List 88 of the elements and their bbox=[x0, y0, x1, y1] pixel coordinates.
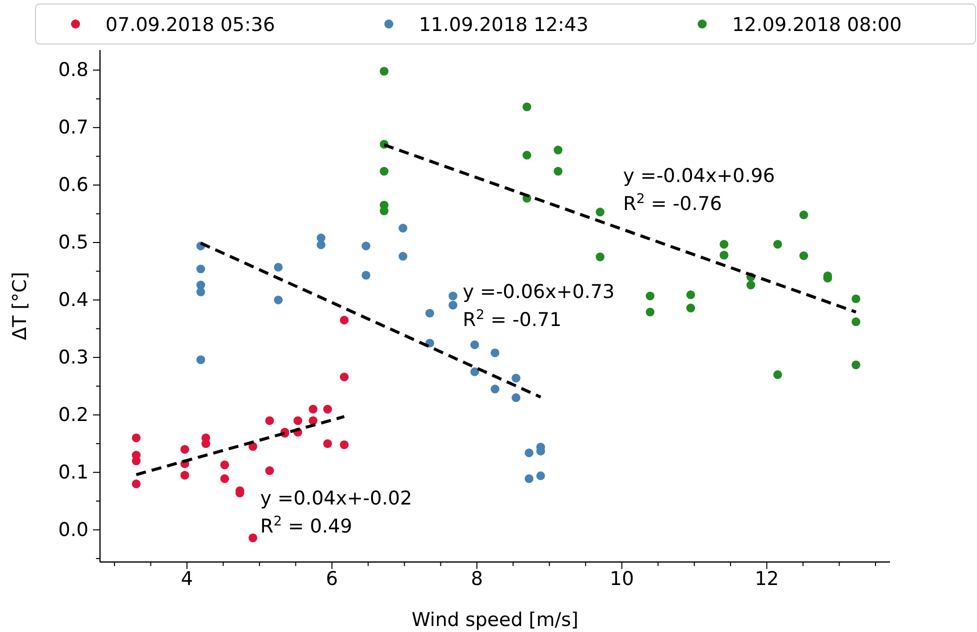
annotation: y =-0.06x+0.73 bbox=[462, 281, 615, 304]
point bbox=[248, 534, 258, 542]
point bbox=[773, 370, 782, 380]
point bbox=[522, 102, 532, 112]
x-tick-label: 4 bbox=[180, 568, 194, 590]
point bbox=[196, 355, 206, 364]
point bbox=[180, 445, 190, 454]
annotation: R$^{2}$ = -0.71 bbox=[462, 308, 562, 332]
point bbox=[448, 292, 458, 300]
point bbox=[362, 270, 370, 280]
point bbox=[308, 404, 318, 414]
point bbox=[852, 360, 860, 370]
point bbox=[554, 146, 562, 154]
point bbox=[380, 66, 388, 76]
point bbox=[646, 292, 654, 300]
annotation: y =0.04x+-0.02 bbox=[260, 488, 412, 510]
point bbox=[490, 384, 500, 394]
point bbox=[323, 439, 332, 448]
point bbox=[398, 224, 408, 232]
point bbox=[522, 150, 532, 160]
point bbox=[308, 416, 318, 425]
point bbox=[470, 340, 480, 350]
y-tick-label: 0.1 bbox=[58, 461, 88, 484]
point bbox=[470, 367, 480, 376]
annotation: R$^{2}$ = 0.49 bbox=[260, 514, 352, 538]
legend-label: 07.09.2018 05:36 bbox=[106, 14, 276, 36]
point bbox=[596, 208, 604, 216]
point bbox=[132, 456, 141, 466]
point bbox=[132, 434, 141, 442]
point bbox=[512, 393, 520, 402]
x-tick-label: 10 bbox=[610, 568, 634, 590]
point bbox=[852, 317, 860, 326]
point bbox=[524, 448, 534, 458]
point bbox=[220, 460, 230, 470]
point bbox=[686, 304, 696, 312]
point bbox=[720, 250, 728, 260]
x-tick-label: 8 bbox=[470, 568, 483, 590]
point bbox=[220, 474, 230, 484]
x-tick-label: 6 bbox=[326, 568, 338, 590]
legend-label: 12.09.2018 08:00 bbox=[732, 14, 902, 36]
point bbox=[196, 264, 206, 274]
point bbox=[380, 166, 388, 176]
y-tick-label: 0.7 bbox=[58, 116, 88, 139]
point bbox=[265, 466, 274, 475]
point bbox=[274, 262, 283, 272]
y-tick-label: 0.4 bbox=[58, 289, 88, 312]
point bbox=[512, 374, 520, 382]
point bbox=[536, 471, 546, 480]
point bbox=[799, 251, 808, 260]
point bbox=[316, 240, 326, 250]
point bbox=[448, 300, 458, 310]
point bbox=[380, 206, 388, 216]
point bbox=[132, 479, 141, 488]
point bbox=[646, 308, 654, 316]
point bbox=[852, 294, 860, 304]
point bbox=[425, 308, 434, 318]
point bbox=[490, 348, 500, 358]
point bbox=[746, 280, 756, 290]
y-tick-label: 0.3 bbox=[58, 346, 88, 369]
y-tick-label: 0.8 bbox=[58, 59, 88, 82]
point bbox=[196, 288, 206, 296]
y-tick-label: 0.0 bbox=[58, 518, 88, 541]
point bbox=[323, 404, 332, 414]
point bbox=[340, 316, 349, 324]
point bbox=[773, 240, 782, 249]
point bbox=[274, 296, 283, 304]
point bbox=[293, 416, 302, 425]
point bbox=[340, 372, 349, 382]
point bbox=[686, 290, 696, 300]
annotation: y =-0.04x+0.96 bbox=[623, 164, 775, 187]
y-tick-label: 0.6 bbox=[58, 174, 88, 196]
point bbox=[340, 440, 349, 450]
point bbox=[362, 242, 370, 250]
y-axis-title: ΔT [°C] bbox=[9, 272, 31, 340]
annotation: R$^{2}$ = -0.76 bbox=[623, 191, 722, 215]
legend-label: 11.09.2018 12:43 bbox=[418, 14, 588, 36]
point bbox=[720, 240, 728, 249]
point bbox=[554, 166, 562, 176]
x-tick-label: 12 bbox=[754, 568, 779, 590]
point bbox=[596, 252, 604, 262]
point bbox=[265, 416, 274, 425]
point bbox=[398, 252, 408, 261]
point bbox=[180, 470, 190, 480]
point bbox=[799, 210, 808, 220]
y-tick-label: 0.2 bbox=[58, 404, 88, 426]
point bbox=[524, 474, 534, 484]
y-tick-label: 0.5 bbox=[58, 232, 88, 254]
x-axis-title: Wind speed [m/s] bbox=[412, 609, 578, 631]
